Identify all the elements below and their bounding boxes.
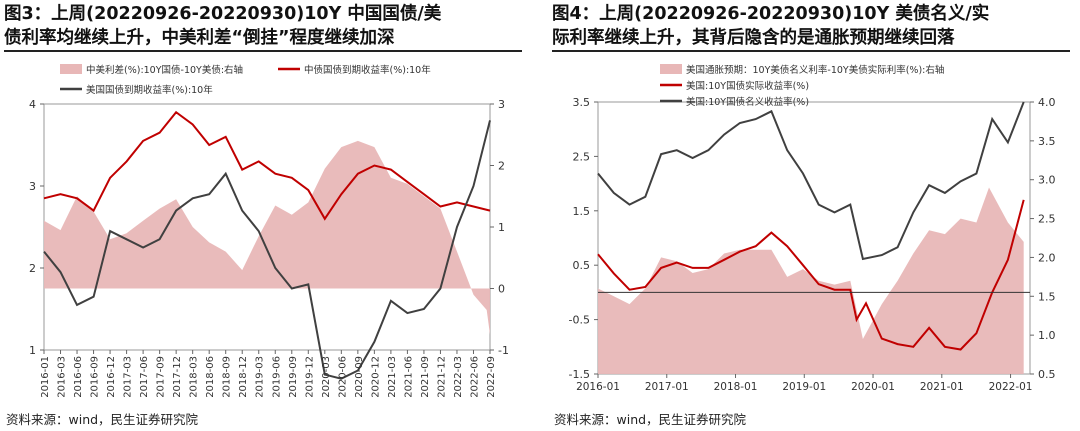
legend-label: 中美利差(%):10Y国债-10Y美债:右轴 [86, 64, 243, 76]
chart-right: 3.5 2.5 1.5 0.5 -0.5 -1.5 4.0 3.5 3.0 2.5 2.0 1.5 1.… [569, 64, 1056, 393]
y-left-tick-label: 4 [29, 98, 36, 111]
x-tick-label: 2021-01 [920, 381, 964, 393]
x-tick-label: 2018-12 [238, 356, 249, 398]
legend-label: 美国:10Y国债名义收益率(%) [686, 96, 809, 108]
x-tick-label: 2016-09 [90, 356, 101, 398]
x-tick-label: 2021-12 [436, 356, 447, 398]
x-tick-label: 2022-09 [486, 356, 497, 398]
y-left-tick-label: -1.5 [569, 368, 590, 381]
y-right-tick-label: 1.5 [1038, 290, 1056, 303]
title-divider [4, 50, 522, 52]
x-tick-label: 2020-03 [321, 356, 332, 398]
series-area [44, 140, 490, 335]
series-line [43, 110, 491, 221]
y-right-tick-label: 3.0 [1038, 174, 1056, 187]
y-left-tick-label: 1.5 [573, 205, 591, 218]
title-divider [552, 50, 1070, 52]
x-tick-label: 2019-01 [782, 381, 826, 393]
x-tick-label: 2019-09 [288, 356, 299, 398]
y-right-tick-label: 1.0 [1038, 329, 1056, 342]
x-tick-label: 2017-01 [645, 381, 689, 393]
series-line [597, 101, 1025, 261]
y-right-tick-label: 4.0 [1038, 96, 1056, 109]
x-tick-label: 2016-01 [576, 381, 620, 393]
y-left-tick-label: -0.5 [569, 314, 590, 327]
y-right-tick-label: 3 [498, 98, 505, 111]
chart-panel-right: 图4：上周(20220926-20220930)10Y 美债名义/实 际利率继续… [548, 0, 1078, 431]
series-area [598, 187, 1024, 374]
series-line [43, 120, 491, 380]
x-tick-label: 2022-01 [989, 381, 1033, 393]
chart-title-line2: 际利率继续上升，其背后隐含的是通胀预期继续回落 [552, 28, 955, 48]
y-right-tick-label: 0.5 [1038, 368, 1056, 381]
x-tick-label: 2019-03 [255, 356, 266, 398]
x-tick-label: 2020-09 [354, 356, 365, 398]
x-tick-label: 2017-09 [156, 356, 167, 398]
source-note-right: 资料来源：wind，民生证券研究院 [554, 412, 747, 427]
legend-label: 美国:10Y国债实际收益率(%) [686, 80, 809, 92]
y-left-tick-label: 0.5 [573, 259, 591, 272]
x-tick-label: 2016-06 [73, 356, 84, 398]
x-tick-label: 2018-03 [189, 356, 200, 398]
legend-label: 中债国债到期收益率(%):10年 [304, 64, 431, 76]
x-tick-label: 2016-12 [106, 356, 117, 398]
x-tick-label: 2017-06 [139, 356, 150, 398]
y-right-tick-label: 0 [498, 283, 505, 296]
x-tick-label: 2017-12 [172, 356, 183, 398]
x-tick-label: 2020-01 [851, 381, 895, 393]
x-tick-label: 2021-09 [420, 356, 431, 398]
legend-swatch [660, 64, 682, 74]
y-right-tick-label: -1 [498, 344, 509, 357]
y-left-tick-label: 1 [29, 344, 36, 357]
y-left-tick-label: 2 [29, 262, 36, 275]
y-right-tick-label: 2 [498, 160, 505, 173]
chart-title-line1: 图4：上周(20220926-20220930)10Y 美债名义/实 [552, 4, 990, 24]
x-tick-label: 2017-03 [123, 356, 134, 398]
chart-title-line2: 债利率均继续上升，中美利差“倒挂”程度继续加深 [4, 28, 395, 48]
x-tick-label: 2019-12 [304, 356, 315, 398]
x-tick-label: 2020-12 [370, 356, 381, 398]
x-tick-label: 2021-03 [387, 356, 398, 398]
y-right-tick-label: 3.5 [1038, 135, 1056, 148]
chart-title-line1: 图3：上周(20220926-20220930)10Y 中国国债/美 [4, 4, 442, 24]
y-left-tick-label: 3 [29, 180, 36, 193]
legend-swatch [60, 64, 82, 74]
chart-title-right: 图4：上周(20220926-20220930)10Y 美债名义/实 际利率继续… [552, 2, 1072, 50]
x-tick-label: 2022-06 [469, 356, 480, 398]
x-tick-label: 2018-06 [205, 356, 216, 398]
y-right-tick-label: 1 [498, 221, 505, 234]
x-tick-label: 2016-03 [57, 356, 68, 398]
x-tick-label: 2016-01 [40, 356, 51, 398]
source-note-left: 资料来源：wind，民生证券研究院 [6, 412, 199, 427]
chart-title-left: 图3：上周(20220926-20220930)10Y 中国国债/美 债利率均继… [4, 2, 524, 50]
chart-left: 4 3 2 1 3 2 1 0 -1 2016-01 2016-03 2016-06 2016-09 20… [29, 64, 509, 398]
legend-label: 美国国债到期收益率(%):10年 [86, 84, 213, 96]
x-tick-label: 2020-06 [337, 356, 348, 398]
x-tick-label: 2022-03 [453, 356, 464, 398]
y-right-tick-label: 2.0 [1038, 251, 1056, 264]
x-tick-label: 2021-06 [403, 356, 414, 398]
x-tick-label: 2019-06 [271, 356, 282, 398]
x-tick-label: 2018-09 [222, 356, 233, 398]
y-left-tick-label: 2.5 [573, 150, 591, 163]
y-right-tick-label: 2.5 [1038, 213, 1056, 226]
x-tick-label: 2018-01 [714, 381, 758, 393]
y-left-tick-label: 3.5 [573, 96, 591, 109]
series-line [597, 199, 1025, 351]
chart-panel-left: 图3：上周(20220926-20220930)10Y 中国国债/美 债利率均继… [0, 0, 530, 431]
legend-label: 美国通胀预期：10Y美债名义利率-10Y美债实际利率(%):右轴 [686, 64, 944, 76]
